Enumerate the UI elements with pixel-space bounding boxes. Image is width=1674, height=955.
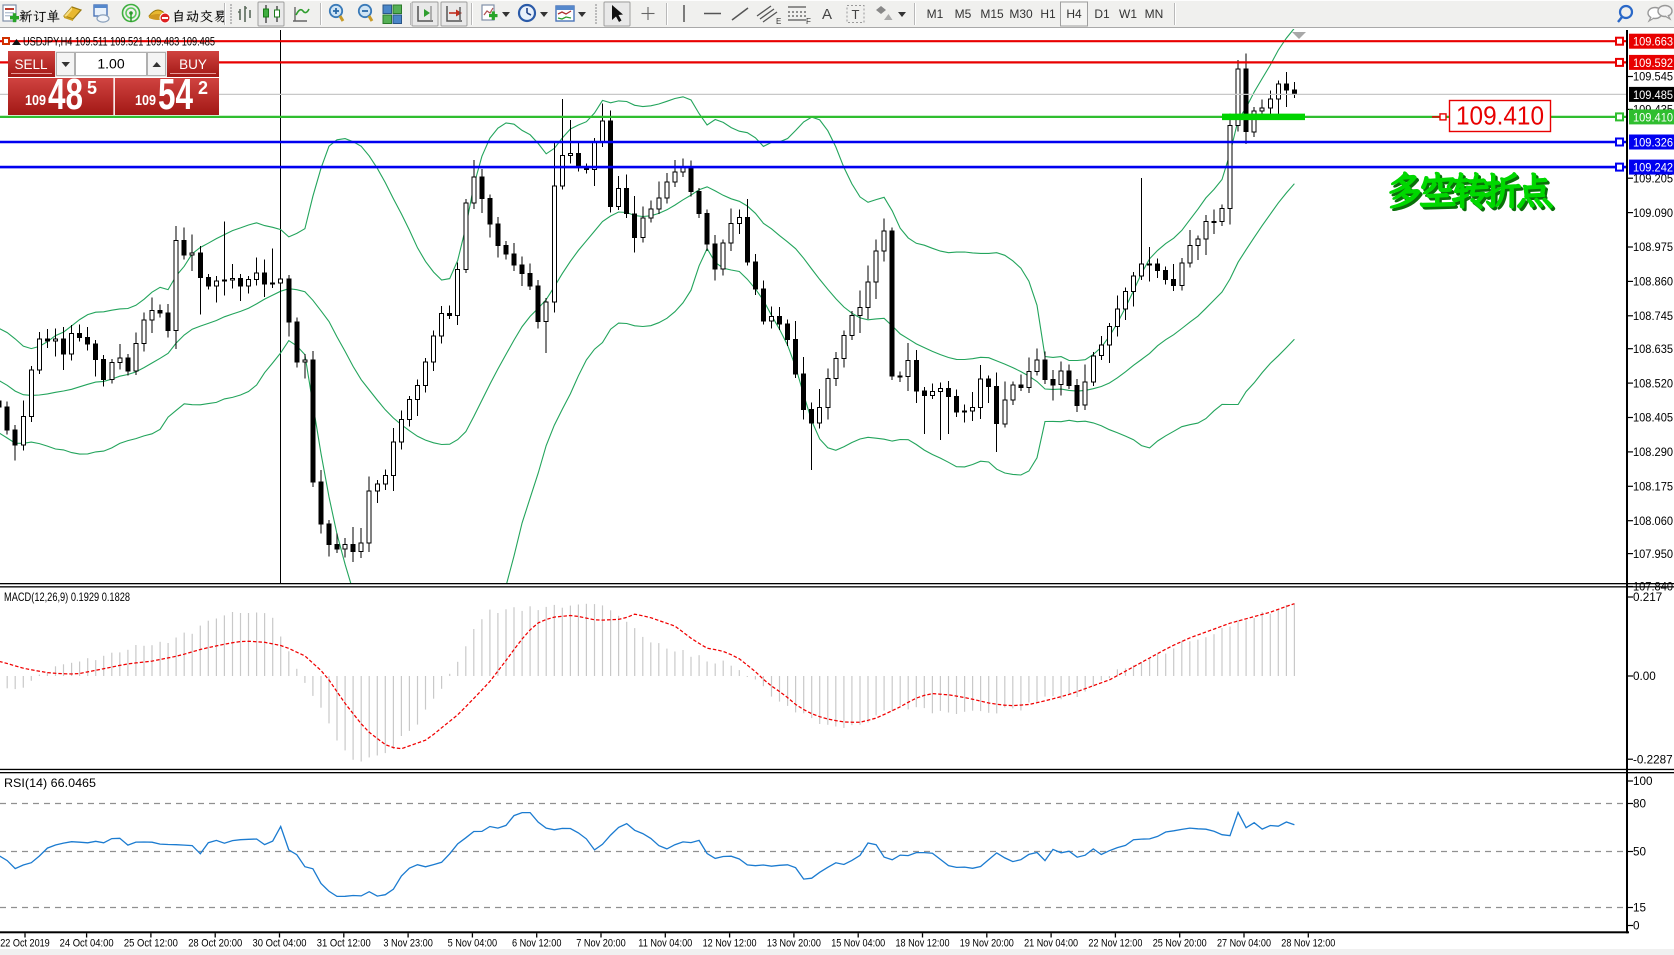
svg-text:2: 2 <box>198 78 208 98</box>
svg-text:109.485: 109.485 <box>1633 89 1673 102</box>
svg-text:109.326: 109.326 <box>1633 136 1673 149</box>
svg-text:108.175: 108.175 <box>1633 481 1673 494</box>
svg-text:108.860: 108.860 <box>1633 276 1673 289</box>
svg-text:109.410: 109.410 <box>1633 111 1673 124</box>
svg-text:107.950: 107.950 <box>1633 548 1673 561</box>
svg-text:109: 109 <box>25 92 46 109</box>
svg-text:30 Oct 04:00: 30 Oct 04:00 <box>253 938 307 950</box>
svg-text:15 Nov 04:00: 15 Nov 04:00 <box>831 938 885 950</box>
svg-text:USDJPY,H4 109.511 109.521 109: USDJPY,H4 109.511 109.521 109.483 109.48… <box>23 35 215 49</box>
svg-text:109.545: 109.545 <box>1633 71 1673 84</box>
svg-text:T: T <box>852 7 860 22</box>
svg-text:W1: W1 <box>1119 7 1137 21</box>
svg-text:3 Nov 23:00: 3 Nov 23:00 <box>383 938 433 950</box>
svg-text:15: 15 <box>1633 902 1647 915</box>
svg-text:108.060: 108.060 <box>1633 515 1673 528</box>
svg-text:19 Nov 20:00: 19 Nov 20:00 <box>960 938 1014 950</box>
svg-text:M15: M15 <box>980 7 1004 21</box>
svg-text:25 Nov 20:00: 25 Nov 20:00 <box>1153 938 1207 950</box>
svg-text:108.405: 108.405 <box>1633 412 1673 425</box>
svg-text:108.745: 108.745 <box>1633 310 1673 323</box>
svg-text:0.217: 0.217 <box>1633 591 1662 604</box>
svg-text:28 Nov 12:00: 28 Nov 12:00 <box>1281 938 1335 950</box>
svg-text:F: F <box>806 17 811 26</box>
svg-text:MACD(12,26,9) 0.1929 0.1828: MACD(12,26,9) 0.1929 0.1828 <box>4 590 130 604</box>
svg-text:6 Nov 12:00: 6 Nov 12:00 <box>512 938 562 950</box>
svg-text:5 Nov 04:00: 5 Nov 04:00 <box>448 938 498 950</box>
svg-text:21 Nov 04:00: 21 Nov 04:00 <box>1024 938 1078 950</box>
svg-text:100: 100 <box>1633 775 1653 788</box>
svg-text:E: E <box>776 17 781 26</box>
svg-text:12 Nov 12:00: 12 Nov 12:00 <box>703 938 757 950</box>
svg-text:BUY: BUY <box>179 57 207 72</box>
svg-text:-0.2287: -0.2287 <box>1633 753 1673 766</box>
svg-text:M5: M5 <box>955 7 972 21</box>
svg-text:5: 5 <box>87 78 97 98</box>
svg-text:18 Nov 12:00: 18 Nov 12:00 <box>896 938 950 950</box>
svg-text:109.090: 109.090 <box>1633 207 1673 220</box>
svg-text:11 Nov 04:00: 11 Nov 04:00 <box>638 938 692 950</box>
svg-text:54: 54 <box>158 70 193 119</box>
svg-text:108.635: 108.635 <box>1633 343 1673 356</box>
svg-text:108.290: 108.290 <box>1633 446 1673 459</box>
svg-text:50: 50 <box>1633 846 1647 859</box>
svg-text:H1: H1 <box>1040 7 1056 21</box>
svg-text:MN: MN <box>1145 7 1164 21</box>
svg-text:27 Nov 04:00: 27 Nov 04:00 <box>1217 938 1271 950</box>
svg-text:109.663: 109.663 <box>1633 36 1673 49</box>
svg-text:M1: M1 <box>927 7 944 21</box>
svg-text:H4: H4 <box>1066 7 1082 21</box>
svg-text:22 Nov 12:00: 22 Nov 12:00 <box>1088 938 1142 950</box>
svg-text:D1: D1 <box>1094 7 1110 21</box>
svg-text:0.00: 0.00 <box>1633 670 1656 683</box>
svg-text:25 Oct 12:00: 25 Oct 12:00 <box>124 938 178 950</box>
svg-text:22 Oct 2019: 22 Oct 2019 <box>0 938 50 950</box>
svg-text:24 Oct 04:00: 24 Oct 04:00 <box>60 938 114 950</box>
svg-text:M30: M30 <box>1009 7 1033 21</box>
svg-text:RSI(14) 66.0465: RSI(14) 66.0465 <box>4 776 96 790</box>
svg-text:80: 80 <box>1633 798 1647 811</box>
svg-text:109.242: 109.242 <box>1633 162 1673 175</box>
svg-text:SELL: SELL <box>14 57 48 72</box>
svg-text:A: A <box>822 6 832 23</box>
svg-text:108.975: 108.975 <box>1633 241 1673 254</box>
svg-text:31 Oct 12:00: 31 Oct 12:00 <box>317 938 371 950</box>
svg-text:1.00: 1.00 <box>97 56 124 72</box>
svg-text:13 Nov 20:00: 13 Nov 20:00 <box>767 938 821 950</box>
svg-text:108.520: 108.520 <box>1633 377 1673 390</box>
svg-text:109.592: 109.592 <box>1633 57 1673 70</box>
svg-text:7 Nov 20:00: 7 Nov 20:00 <box>576 938 626 950</box>
svg-text:107.840: 107.840 <box>1633 581 1673 594</box>
svg-text:48: 48 <box>48 70 83 119</box>
svg-text:109.205: 109.205 <box>1633 172 1673 185</box>
svg-text:0: 0 <box>1633 920 1640 933</box>
svg-text:28 Oct 20:00: 28 Oct 20:00 <box>188 938 242 950</box>
svg-text:109: 109 <box>135 92 156 109</box>
svg-text:109.410: 109.410 <box>1456 101 1544 131</box>
